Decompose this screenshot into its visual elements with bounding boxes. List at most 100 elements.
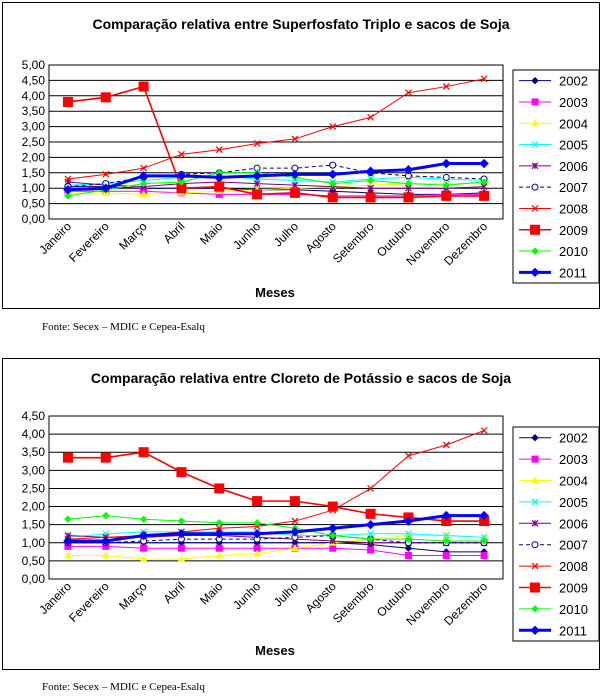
chart1-point-2010 [404, 179, 413, 188]
chart2-point-2010 [102, 511, 110, 520]
chart2-point-2010 [442, 537, 450, 545]
chart1-legend-label-2009: 2009 [559, 223, 588, 238]
chart1-point-2009 [289, 187, 300, 198]
chart2-legend-label-2010: 2010 [559, 602, 588, 617]
chart1-point-2009 [403, 192, 414, 203]
chart2-point-2003 [177, 544, 185, 552]
chart1-series-line-2008 [67, 78, 485, 180]
chart1-point-2008 [253, 140, 261, 147]
chart2-point-2004 [253, 549, 261, 557]
chart2-y-tick-label: 3,00 [22, 463, 46, 477]
chart1-point-2008 [64, 175, 72, 183]
chart-superfosfato-svg: Comparação relativa entre Superfosfato T… [22, 16, 600, 300]
chart2-point-2011 [252, 529, 262, 539]
chart1-point-2008 [442, 83, 450, 90]
chart2-point-2010 [64, 515, 72, 523]
chart2-point-2009 [176, 467, 187, 478]
chart1-legend-marker-2007 [531, 183, 539, 191]
chart1-point-2011 [479, 158, 489, 169]
chart1-y-tick-label: 1,00 [22, 181, 46, 195]
chart2-series-line-2002 [67, 542, 485, 553]
chart2-legend [512, 426, 600, 642]
chart2-legend-marker-2005 [531, 498, 539, 506]
chart2-point-2011 [63, 536, 73, 546]
chart2-point-2011 [138, 530, 149, 541]
chart2-point-2004 [139, 555, 148, 562]
chart2-legend-marker-2010 [531, 605, 539, 613]
chart2-point-2003 [480, 551, 488, 559]
chart2-legend-marker-2011 [530, 625, 540, 636]
chart2-point-2010 [404, 535, 413, 543]
chart1-series-line-2009 [67, 85, 485, 199]
chart2-point-2008 [404, 452, 412, 460]
chart1-series-line-2011 [67, 162, 485, 192]
chart1-point-2006 [253, 180, 261, 188]
chart2-series-line-2009 [67, 451, 485, 522]
chart1-x-tick-label: Maio [197, 219, 226, 248]
chart1-legend-label-2002: 2002 [559, 74, 588, 89]
chart2-point-2010 [139, 515, 148, 523]
chart1-legend-label-2003: 2003 [559, 95, 588, 110]
chart2-point-2003 [329, 544, 337, 552]
chart2-legend-marker-2004 [531, 476, 539, 484]
chart1-point-2009 [100, 92, 111, 103]
chart2-x-tick-label: Julho [271, 579, 301, 609]
chart1-point-2010 [366, 176, 375, 185]
chart1-title: Comparação relativa entre Superfosfato T… [92, 16, 509, 32]
chart2-point-2005 [367, 530, 375, 538]
chart2-x-tick-label: Maio [197, 579, 226, 608]
chart1-point-2007 [442, 173, 450, 181]
chart2-legend-marker-2003 [531, 455, 539, 463]
chart2-point-2009 [365, 508, 376, 519]
chart1-point-2009 [365, 192, 376, 203]
chart2-legend-marker-2007 [531, 541, 539, 549]
chart1-series-line-2005 [67, 175, 485, 186]
chart2-x-axis-label: Meses [255, 643, 295, 658]
chart2-point-2005 [404, 530, 412, 538]
chart2-point-2009 [327, 501, 338, 512]
chart1-x-tick-label: Fevereiro [66, 219, 112, 265]
chart-superfosfato: Comparação relativa entre Superfosfato T… [2, 2, 600, 309]
chart2-legend-label-2006: 2006 [559, 516, 588, 531]
chart1-plot-area [48, 64, 504, 220]
chart2-point-2002 [404, 544, 413, 552]
chart1-y-tick-label: 2,50 [22, 135, 46, 149]
chart1-point-2006 [291, 181, 299, 189]
chart1-y-tick-label: 0,50 [22, 197, 46, 211]
chart1-y-tick-label: 3,50 [22, 104, 46, 118]
chart1-x-tick-label: Junho [230, 219, 263, 252]
chart2-point-2009 [62, 452, 73, 463]
chart2-point-2010 [366, 535, 375, 543]
chart2-legend-label-2011: 2011 [559, 623, 587, 638]
chart1-point-2008 [215, 146, 223, 154]
chart2-point-2011 [365, 519, 376, 530]
chart1-series-2011 [63, 158, 489, 195]
chart2-x-tick-label: Fevereiro [66, 579, 112, 625]
chart1-x-axis-label: Meses [255, 285, 295, 300]
source-note-2: Fonte: Secex – MDIC e Cepea-Esalq [42, 681, 205, 693]
chart1-point-2011 [403, 165, 414, 175]
chart2-point-2003 [215, 544, 223, 552]
chart1-y-tick-label: 5,00 [22, 58, 46, 72]
chart1-point-2008 [480, 75, 488, 83]
chart2-plot-area [48, 415, 504, 580]
chart2-point-2009 [214, 483, 225, 494]
chart1-point-2009 [327, 192, 338, 203]
chart1-point-2010 [177, 178, 186, 186]
chart1-point-2008 [102, 170, 110, 178]
chart2-legend-marker-2008 [531, 562, 539, 570]
chart1-point-2010 [480, 178, 488, 186]
chart2-series-2011 [63, 510, 489, 546]
chart2-legend-label-2003: 2003 [559, 452, 588, 467]
chart2-point-2008 [215, 524, 223, 532]
chart1-x-tick-label: Agosto [303, 219, 340, 256]
chart1-point-2011 [138, 171, 149, 181]
chart2-legend-label-2007: 2007 [559, 538, 588, 553]
chart2-series-line-2004 [67, 535, 485, 560]
chart2-y-tick-label: 4,00 [22, 427, 46, 441]
chart2-point-2009 [252, 496, 263, 507]
chart2-point-2011 [290, 527, 300, 537]
chart1-point-2009 [214, 181, 225, 192]
chart1-legend-marker-2002 [531, 76, 539, 85]
chart2-point-2010 [329, 531, 337, 540]
